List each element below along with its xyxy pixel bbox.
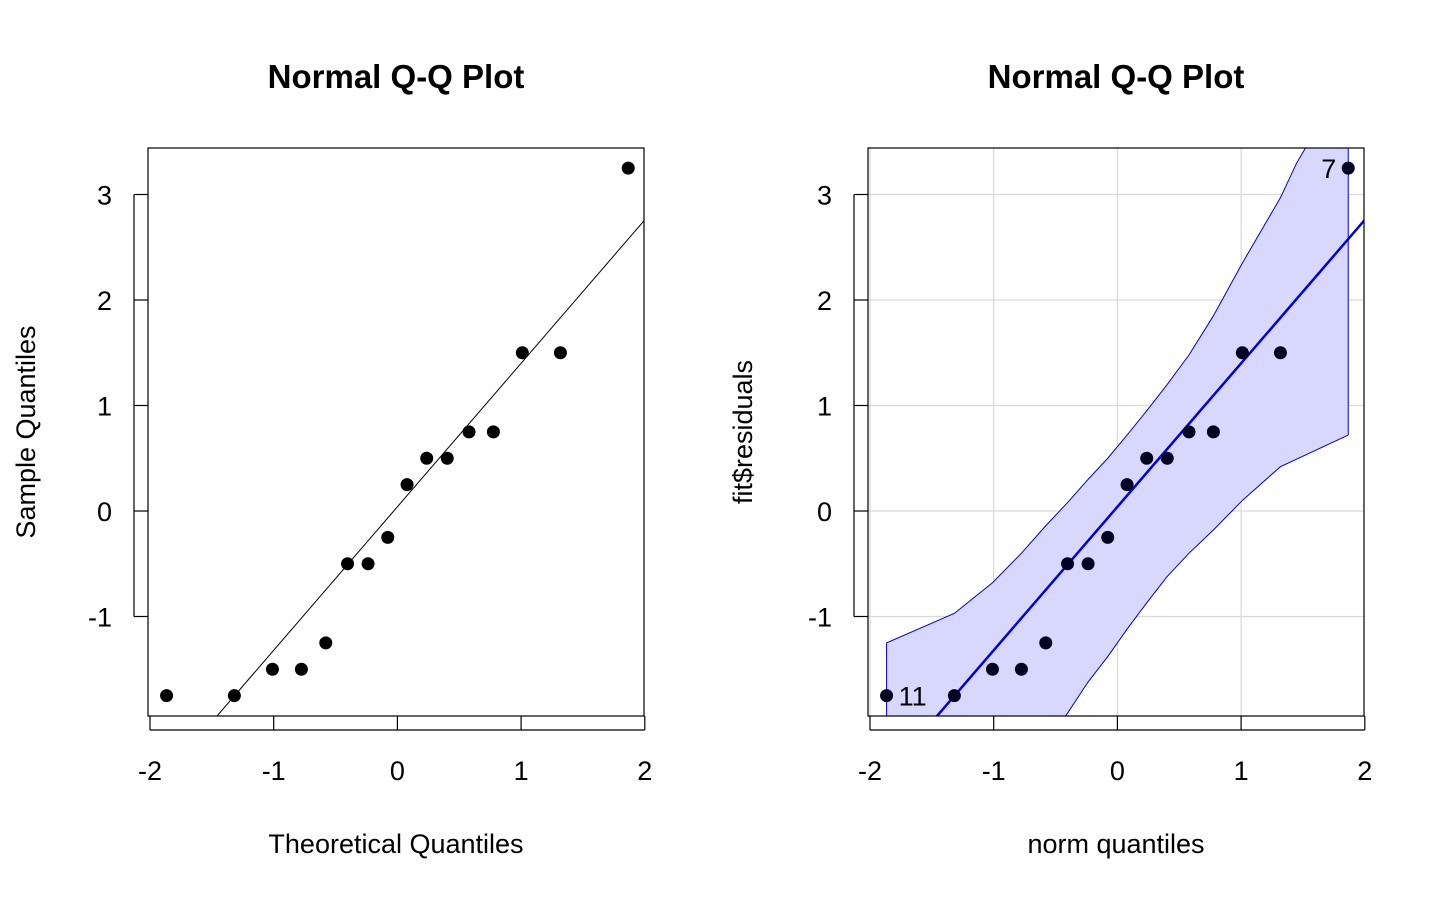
y-tick-label: 1 [817, 392, 832, 422]
qq-plot-left: Normal Q-Q Plot Theoretical Quantiles Sa… [11, 58, 652, 859]
data-point [947, 689, 961, 703]
confidence-band-fill [886, 148, 1349, 716]
x-axis-title-right: norm quantiles [1027, 829, 1204, 859]
plot-frame-right [867, 147, 1365, 717]
y-tick-label: 3 [97, 181, 112, 211]
chart-title-right: Normal Q-Q Plot [988, 58, 1245, 95]
data-point [621, 161, 635, 175]
data-point [462, 425, 476, 439]
x-tick-label: -2 [138, 756, 162, 786]
confidence-band-lower [1065, 434, 1349, 716]
data-point [1206, 425, 1220, 439]
confidence-band [886, 148, 1349, 716]
x-axis-left: -2 -1 0 1 2 [138, 716, 652, 786]
data-point [880, 689, 894, 703]
y-tick-label: -1 [88, 603, 112, 633]
data-point [1341, 161, 1355, 175]
plot-area-left: -2 -1 0 1 2 -1 0 1 2 3 [88, 147, 652, 786]
x-tick-label: 2 [637, 756, 652, 786]
y-tick-label: 0 [97, 497, 112, 527]
x-axis-title-left: Theoretical Quantiles [268, 829, 523, 859]
point-label: 7 [1321, 154, 1336, 184]
data-point [1235, 346, 1249, 360]
data-point [1182, 425, 1196, 439]
data-point [361, 557, 375, 571]
reference-line-group [935, 218, 1364, 716]
data-point [381, 530, 395, 544]
data-point [440, 451, 454, 465]
point-label: 11 [899, 682, 927, 712]
reference-line-right [935, 218, 1364, 716]
data-point [486, 425, 500, 439]
x-tick-label: -1 [262, 756, 286, 786]
data-point [1273, 346, 1287, 360]
x-tick-label: -1 [982, 756, 1006, 786]
qq-plot-right: Normal Q-Q Plot norm quantiles fit$resid… [728, 58, 1372, 859]
y-axis-left: -1 0 1 2 3 [88, 181, 148, 633]
y-axis-title-right: fit$residuals [728, 360, 758, 504]
data-point [319, 636, 333, 650]
points-right [880, 161, 1355, 703]
plot-area-right: 7 11 -2 -1 0 1 2 -1 0 1 2 3 [808, 147, 1372, 786]
data-point [1120, 478, 1134, 492]
y-axis-right: -1 0 1 2 3 [808, 181, 868, 633]
data-point [1014, 662, 1028, 676]
data-point [1061, 557, 1075, 571]
data-point [160, 689, 174, 703]
x-tick-label: -2 [858, 756, 882, 786]
data-point [420, 451, 434, 465]
reference-line-group [216, 219, 644, 716]
data-point [227, 689, 241, 703]
data-point [515, 346, 529, 360]
y-tick-label: 2 [817, 286, 832, 316]
data-point [1081, 557, 1095, 571]
data-point [400, 478, 414, 492]
data-point [553, 346, 567, 360]
data-point [1101, 530, 1115, 544]
y-tick-label: 2 [97, 286, 112, 316]
data-point [265, 662, 279, 676]
chart-title-left: Normal Q-Q Plot [268, 58, 525, 95]
y-tick-label: -1 [808, 603, 832, 633]
x-tick-label: 0 [390, 756, 405, 786]
y-tick-label: 0 [817, 497, 832, 527]
data-point [985, 662, 999, 676]
y-tick-label: 3 [817, 181, 832, 211]
x-tick-label: 0 [1110, 756, 1125, 786]
y-axis-title-left: Sample Quantiles [11, 325, 41, 538]
data-point [1039, 636, 1053, 650]
y-tick-label: 1 [97, 392, 112, 422]
x-tick-label: 1 [514, 756, 529, 786]
data-point [294, 662, 308, 676]
data-point [1160, 451, 1174, 465]
x-tick-label: 2 [1357, 756, 1372, 786]
reference-line-left [216, 219, 644, 716]
data-point [341, 557, 355, 571]
x-tick-label: 1 [1234, 756, 1249, 786]
points-left [160, 161, 635, 703]
plot-frame-left [147, 147, 645, 717]
x-axis-right: -2 -1 0 1 2 [858, 716, 1372, 786]
data-point [1140, 451, 1154, 465]
confidence-band-upper [886, 148, 1307, 644]
